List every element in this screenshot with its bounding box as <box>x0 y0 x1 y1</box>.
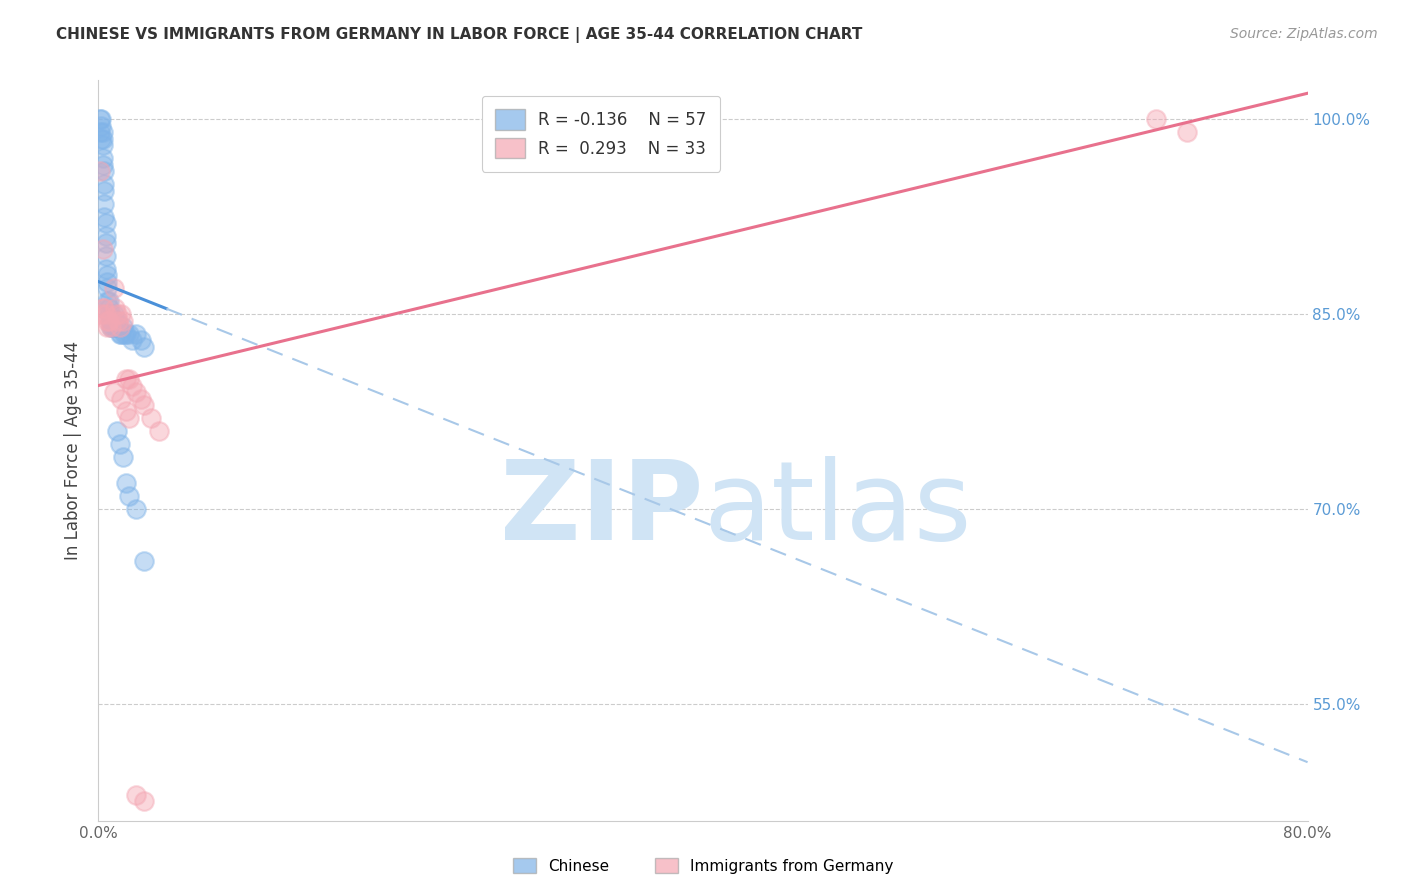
Point <box>103 281 125 295</box>
Point <box>90 112 112 127</box>
Point <box>93 301 115 315</box>
Point <box>125 384 148 399</box>
Point <box>94 216 117 230</box>
Point <box>114 326 136 341</box>
Point <box>104 320 127 334</box>
Point <box>105 424 128 438</box>
Point <box>101 313 124 327</box>
Point <box>118 489 141 503</box>
Point <box>108 320 131 334</box>
Point <box>96 275 118 289</box>
Point <box>129 333 152 347</box>
Point <box>91 138 114 153</box>
Point <box>91 301 114 315</box>
Point <box>1175 125 1198 139</box>
Point <box>93 164 115 178</box>
Point <box>111 320 134 334</box>
Point <box>91 158 114 172</box>
Point <box>112 326 135 341</box>
Point <box>103 384 125 399</box>
Point <box>93 196 115 211</box>
Point <box>96 320 118 334</box>
Point <box>96 294 118 309</box>
Point <box>129 392 152 406</box>
Point <box>121 333 143 347</box>
Point <box>89 164 111 178</box>
Point <box>110 392 132 406</box>
Point <box>91 125 114 139</box>
Point <box>100 307 122 321</box>
Point <box>90 132 112 146</box>
Point <box>125 788 148 802</box>
Point <box>104 313 127 327</box>
Point <box>100 320 122 334</box>
Point <box>93 184 115 198</box>
Point <box>132 794 155 808</box>
Point <box>94 235 117 250</box>
Point <box>141 411 163 425</box>
Point <box>90 307 112 321</box>
Point <box>105 313 128 327</box>
Point <box>111 450 134 464</box>
Point <box>93 177 115 191</box>
Point <box>90 119 112 133</box>
Point <box>93 210 115 224</box>
Point <box>132 340 155 354</box>
Point <box>108 326 131 341</box>
Point <box>132 554 155 568</box>
Point <box>100 313 122 327</box>
Point <box>110 326 132 341</box>
Point <box>103 313 125 327</box>
Text: CHINESE VS IMMIGRANTS FROM GERMANY IN LABOR FORCE | AGE 35-44 CORRELATION CHART: CHINESE VS IMMIGRANTS FROM GERMANY IN LA… <box>56 27 863 43</box>
Point <box>107 313 129 327</box>
Point <box>98 294 121 309</box>
Y-axis label: In Labor Force | Age 35-44: In Labor Force | Age 35-44 <box>65 341 83 560</box>
Point <box>100 320 122 334</box>
Point <box>89 125 111 139</box>
Point <box>107 320 129 334</box>
Point <box>91 132 114 146</box>
Point <box>89 112 111 127</box>
Point <box>91 242 114 256</box>
Point <box>1144 112 1167 127</box>
Point <box>118 372 141 386</box>
Point <box>91 151 114 165</box>
Text: ZIP: ZIP <box>499 456 703 563</box>
Point <box>105 320 128 334</box>
Point <box>105 307 128 321</box>
Point <box>132 398 155 412</box>
Point <box>94 307 117 321</box>
Point <box>114 475 136 490</box>
Point <box>98 307 121 321</box>
Point <box>118 326 141 341</box>
Text: atlas: atlas <box>703 456 972 563</box>
Point <box>110 307 132 321</box>
Point <box>118 411 141 425</box>
Point <box>103 307 125 321</box>
Point <box>104 301 127 315</box>
Point <box>125 502 148 516</box>
Point <box>98 313 121 327</box>
Point <box>96 281 118 295</box>
Legend: Chinese, Immigrants from Germany: Chinese, Immigrants from Germany <box>506 852 900 880</box>
Point <box>111 313 134 327</box>
Point <box>96 313 118 327</box>
Point <box>101 320 124 334</box>
Point <box>94 261 117 276</box>
Point <box>114 372 136 386</box>
Point <box>121 378 143 392</box>
Point <box>94 249 117 263</box>
Point <box>94 229 117 244</box>
Point <box>148 424 170 438</box>
Legend: R = -0.136    N = 57, R =  0.293    N = 33: R = -0.136 N = 57, R = 0.293 N = 33 <box>482 96 720 171</box>
Point <box>98 301 121 315</box>
Point <box>125 326 148 341</box>
Point <box>108 437 131 451</box>
Text: Source: ZipAtlas.com: Source: ZipAtlas.com <box>1230 27 1378 41</box>
Point <box>96 268 118 282</box>
Point <box>114 404 136 418</box>
Point <box>103 320 125 334</box>
